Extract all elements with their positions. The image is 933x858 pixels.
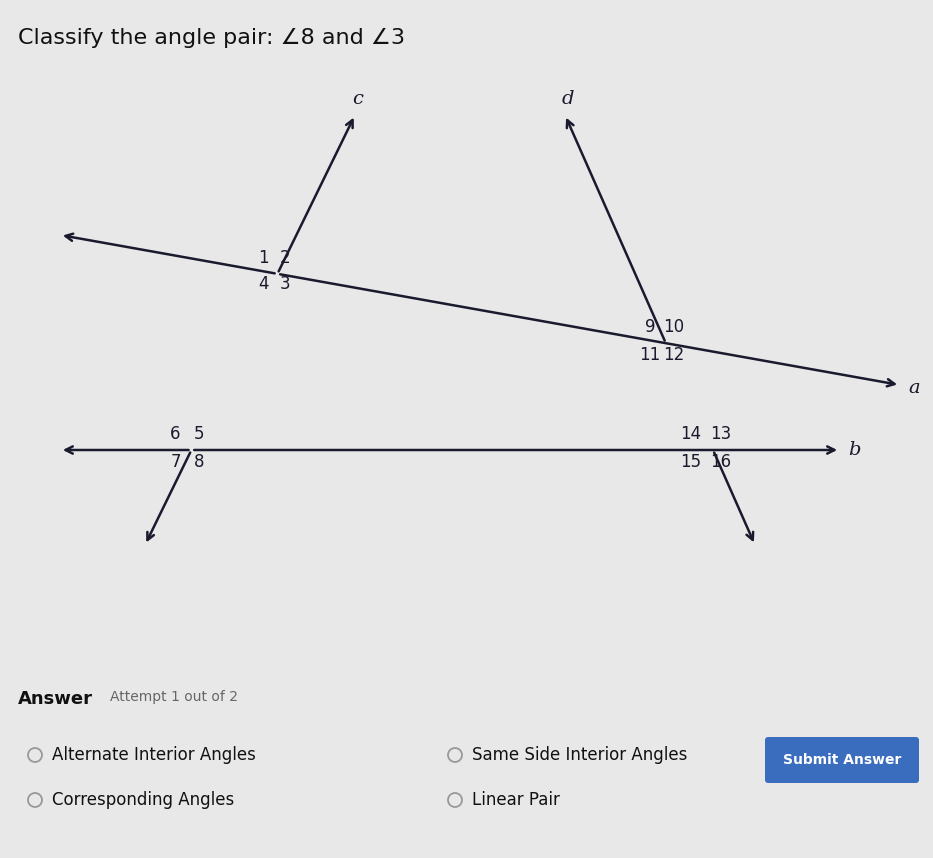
Text: 7: 7 xyxy=(170,453,181,471)
Text: Classify the angle pair: ∠8 and ∠3: Classify the angle pair: ∠8 and ∠3 xyxy=(18,28,405,48)
Text: 11: 11 xyxy=(639,346,661,364)
Text: Corresponding Angles: Corresponding Angles xyxy=(52,791,234,809)
Text: 6: 6 xyxy=(170,425,181,443)
Text: 14: 14 xyxy=(680,425,702,443)
Text: 15: 15 xyxy=(680,453,702,471)
Text: Submit Answer: Submit Answer xyxy=(783,753,901,767)
FancyBboxPatch shape xyxy=(765,737,919,783)
Text: d: d xyxy=(562,90,574,108)
Text: 8: 8 xyxy=(194,453,204,471)
Text: 16: 16 xyxy=(710,453,731,471)
Text: Linear Pair: Linear Pair xyxy=(472,791,560,809)
Text: 3: 3 xyxy=(280,275,291,293)
Text: 5: 5 xyxy=(194,425,204,443)
Text: c: c xyxy=(353,90,364,108)
Text: Attempt 1 out of 2: Attempt 1 out of 2 xyxy=(110,690,238,704)
Text: 1: 1 xyxy=(258,249,269,267)
Text: Same Side Interior Angles: Same Side Interior Angles xyxy=(472,746,688,764)
Text: b: b xyxy=(848,441,860,459)
Text: 9: 9 xyxy=(645,318,655,336)
Text: 12: 12 xyxy=(663,346,685,364)
Text: a: a xyxy=(908,379,920,397)
Text: 13: 13 xyxy=(710,425,731,443)
Text: 2: 2 xyxy=(280,249,291,267)
Text: 10: 10 xyxy=(663,318,685,336)
Text: Alternate Interior Angles: Alternate Interior Angles xyxy=(52,746,256,764)
Text: 4: 4 xyxy=(258,275,269,293)
Text: Answer: Answer xyxy=(18,690,93,708)
